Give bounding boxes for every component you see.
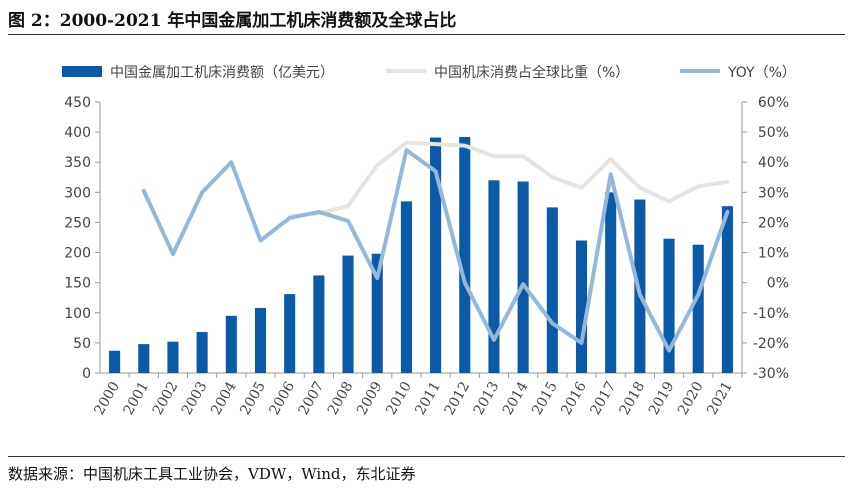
x-tick-label: 2009: [354, 379, 386, 418]
title-rule: [8, 34, 845, 35]
x-tick-label: 2013: [471, 379, 503, 418]
bar: [254, 307, 267, 373]
right-tick-label: 10%: [758, 246, 789, 262]
left-tick-label: 450: [64, 95, 91, 111]
right-tick-label: -10%: [753, 306, 789, 322]
left-tick-label: 100: [64, 306, 91, 322]
x-tick-label: 2012: [442, 379, 474, 418]
legend-label-consumption: 中国金属加工机床消费额（亿美元）: [110, 65, 334, 81]
bar: [663, 238, 675, 373]
left-tick-label: 250: [64, 215, 91, 231]
left-tick-label: 50: [73, 336, 91, 352]
source-rule: [8, 456, 845, 457]
bar: [225, 315, 237, 373]
x-tick-label: 2002: [150, 379, 182, 418]
right-tick-label: 50%: [758, 125, 789, 141]
bar: [109, 350, 121, 373]
x-tick-label: 2014: [500, 379, 532, 418]
x-tick-label: 2018: [617, 379, 649, 418]
right-tick-label: 60%: [758, 95, 789, 111]
yoy-line: [141, 148, 730, 353]
bar: [488, 180, 500, 373]
bar: [196, 332, 208, 373]
legend-label-yoy: YOY（%）: [727, 65, 796, 81]
right-tick-label: 40%: [758, 155, 789, 171]
left-tick-label: 400: [64, 125, 91, 141]
bar: [371, 253, 383, 373]
bar-series: [109, 136, 733, 373]
x-tick-label: 2008: [325, 379, 357, 418]
left-tick-label: 350: [64, 155, 91, 171]
x-tick-label: 2003: [179, 379, 211, 418]
x-tick-label: 2010: [383, 379, 415, 418]
source-note: 数据来源：中国机床工具工业协会，VDW，Wind，东北证券: [8, 465, 416, 483]
bar: [575, 240, 588, 373]
left-tick-label: 0: [82, 366, 91, 382]
x-tick-label: 2017: [587, 379, 619, 418]
right-tick-label: -30%: [753, 366, 789, 382]
legend-swatch-bar: [62, 66, 102, 77]
x-tick-label: 2000: [91, 379, 123, 418]
share-line: [287, 140, 730, 219]
bar: [430, 137, 442, 373]
bar: [692, 244, 704, 373]
right-tick-label: 30%: [758, 185, 789, 201]
bar: [605, 192, 617, 373]
x-tick-label: 2004: [208, 379, 240, 418]
legend-label-share: 中国机床消费占全球比重（%）: [434, 64, 629, 81]
x-tick-label: 2001: [121, 379, 153, 418]
figure-title: 图 2：2000-2021 年中国金属加工机床消费额及全球占比: [8, 11, 457, 31]
x-tick-label: 2020: [675, 379, 707, 418]
right-tick-label: -20%: [753, 336, 789, 352]
x-tick-label: 2016: [558, 379, 590, 418]
bar: [138, 344, 150, 373]
left-tick-label: 300: [64, 185, 91, 201]
line-series: [141, 140, 730, 353]
right-tick-label: 0%: [767, 276, 789, 292]
x-tick-label: 2021: [704, 379, 736, 418]
bar: [167, 341, 179, 373]
right-tick-label: 20%: [758, 215, 789, 231]
x-tick-label: 2015: [529, 379, 561, 418]
x-tick-label: 2006: [266, 379, 298, 418]
bar: [342, 255, 354, 373]
bar: [546, 207, 558, 373]
bar: [459, 136, 471, 373]
left-tick-label: 150: [64, 276, 91, 292]
bar: [400, 201, 412, 373]
x-tick-label: 2007: [296, 379, 328, 418]
bar: [721, 206, 733, 373]
left-tick-label: 200: [64, 246, 91, 262]
bar: [313, 275, 325, 373]
x-tick-label: 2005: [237, 379, 269, 418]
legend: 中国金属加工机床消费额（亿美元） 中国机床消费占全球比重（%） YOY（%）: [62, 64, 796, 81]
bar: [517, 181, 529, 373]
x-tick-label: 2019: [646, 379, 678, 418]
bar: [284, 294, 296, 373]
x-tick-label: 2011: [412, 379, 444, 418]
